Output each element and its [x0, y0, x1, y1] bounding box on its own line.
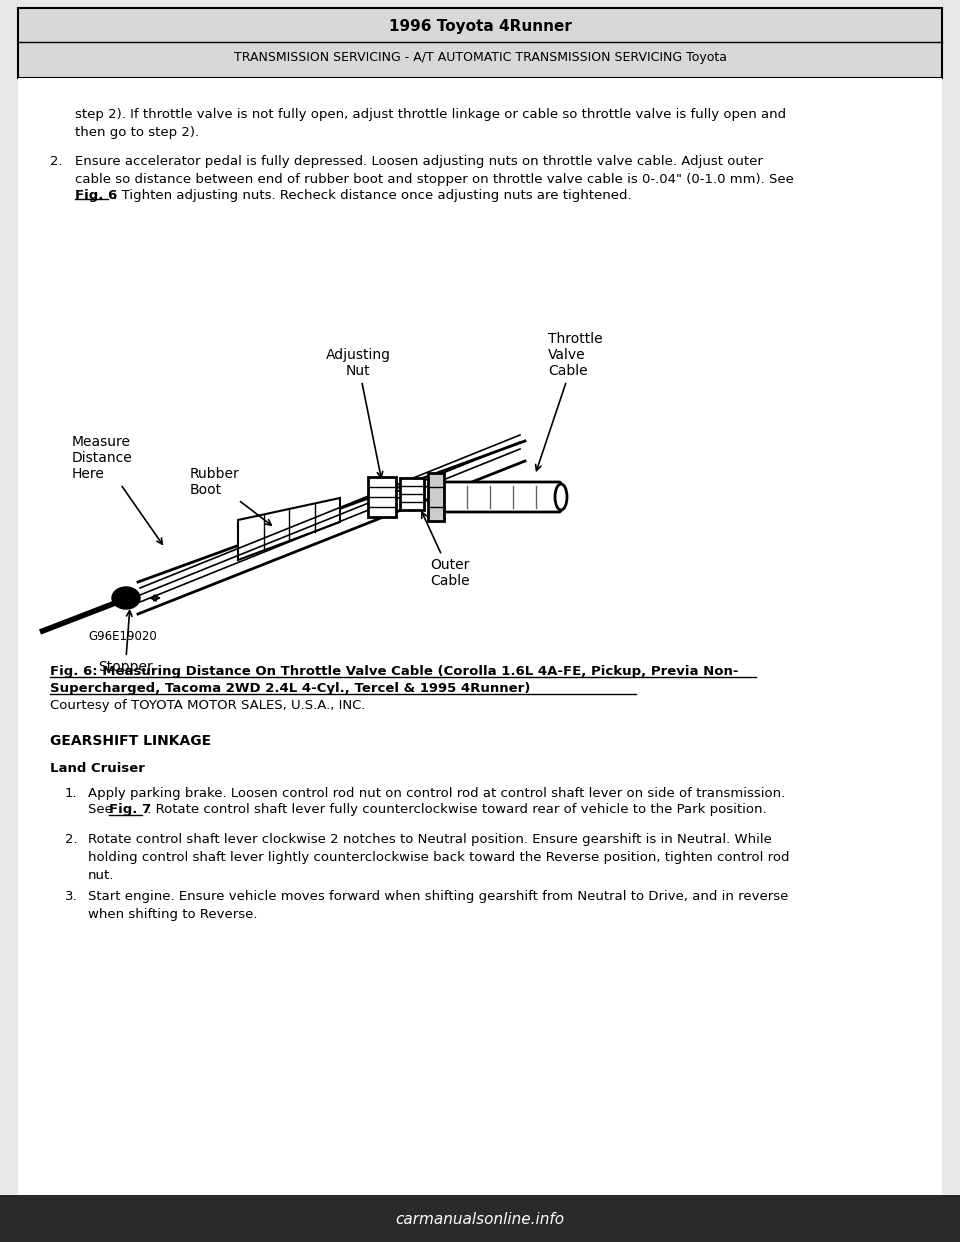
- Text: GEARSHIFT LINKAGE: GEARSHIFT LINKAGE: [50, 734, 211, 748]
- Text: step 2). If throttle valve is not fully open, adjust throttle linkage or cable s: step 2). If throttle valve is not fully …: [75, 108, 786, 139]
- FancyBboxPatch shape: [368, 477, 396, 517]
- FancyBboxPatch shape: [18, 7, 942, 78]
- Bar: [428, 473, 444, 520]
- Text: Adjusting
Nut: Adjusting Nut: [325, 348, 391, 477]
- Text: Supercharged, Tacoma 2WD 2.4L 4-Cyl., Tercel & 1995 4Runner): Supercharged, Tacoma 2WD 2.4L 4-Cyl., Te…: [50, 682, 530, 696]
- Ellipse shape: [112, 587, 140, 609]
- Text: Throttle
Valve
Cable: Throttle Valve Cable: [536, 332, 603, 471]
- Text: Fig. 6: Measuring Distance On Throttle Valve Cable (Corolla 1.6L 4A-FE, Pickup, : Fig. 6: Measuring Distance On Throttle V…: [50, 664, 738, 678]
- Ellipse shape: [555, 484, 567, 510]
- Text: G96E19020: G96E19020: [88, 630, 156, 643]
- Text: See: See: [88, 804, 117, 816]
- Polygon shape: [238, 498, 340, 560]
- Text: Land Cruiser: Land Cruiser: [50, 763, 145, 775]
- FancyBboxPatch shape: [0, 1195, 960, 1242]
- Text: Fig. 6: Fig. 6: [75, 189, 117, 202]
- Text: . Tighten adjusting nuts. Recheck distance once adjusting nuts are tightened.: . Tighten adjusting nuts. Recheck distan…: [109, 189, 632, 202]
- Text: Outer
Cable: Outer Cable: [421, 512, 469, 589]
- Text: carmanualsonline.info: carmanualsonline.info: [396, 1212, 564, 1227]
- Text: 2.: 2.: [50, 155, 62, 168]
- FancyBboxPatch shape: [18, 78, 942, 1208]
- Text: Fig. 7: Fig. 7: [109, 804, 151, 816]
- Text: Courtesy of TOYOTA MOTOR SALES, U.S.A., INC.: Courtesy of TOYOTA MOTOR SALES, U.S.A., …: [50, 699, 366, 712]
- Text: . Rotate control shaft lever fully counterclockwise toward rear of vehicle to th: . Rotate control shaft lever fully count…: [143, 804, 767, 816]
- FancyBboxPatch shape: [442, 482, 561, 512]
- Text: TRANSMISSION SERVICING - A/T AUTOMATIC TRANSMISSION SERVICING Toyota: TRANSMISSION SERVICING - A/T AUTOMATIC T…: [233, 51, 727, 63]
- Text: Stopper: Stopper: [98, 611, 153, 674]
- Text: 2.: 2.: [65, 833, 78, 846]
- FancyBboxPatch shape: [400, 478, 424, 510]
- Text: Rotate control shaft lever clockwise 2 notches to Neutral position. Ensure gears: Rotate control shaft lever clockwise 2 n…: [88, 833, 789, 882]
- Text: Ensure accelerator pedal is fully depressed. Loosen adjusting nuts on throttle v: Ensure accelerator pedal is fully depres…: [75, 155, 794, 186]
- Text: 3.: 3.: [65, 891, 78, 903]
- Text: Start engine. Ensure vehicle moves forward when shifting gearshift from Neutral : Start engine. Ensure vehicle moves forwa…: [88, 891, 788, 922]
- Text: 1.: 1.: [65, 787, 78, 800]
- Text: 1996 Toyota 4Runner: 1996 Toyota 4Runner: [389, 19, 571, 34]
- Text: Rubber
Boot: Rubber Boot: [190, 467, 272, 525]
- Text: Apply parking brake. Loosen control rod nut on control rod at control shaft leve: Apply parking brake. Loosen control rod …: [88, 787, 785, 800]
- Text: Measure
Distance
Here: Measure Distance Here: [72, 435, 162, 544]
